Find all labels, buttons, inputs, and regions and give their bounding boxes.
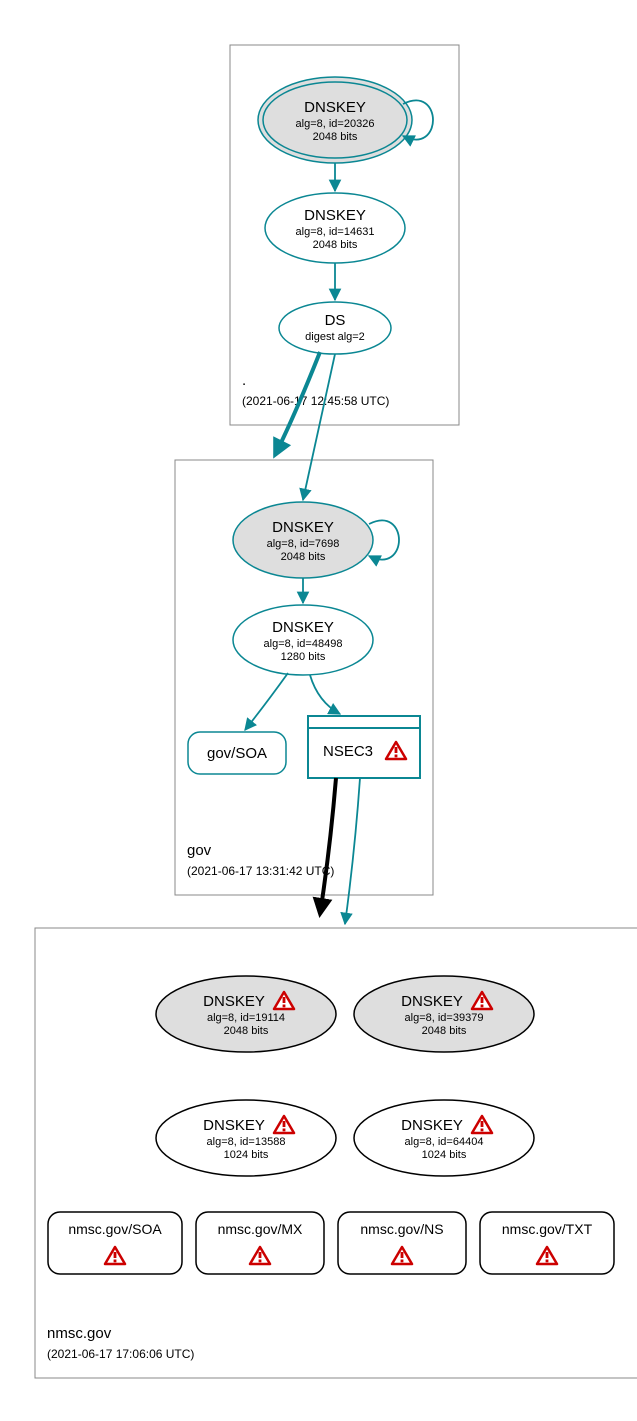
node-nmsc_ksk2: DNSKEY alg=8, id=393792048 bits bbox=[354, 976, 534, 1052]
node-sub1: alg=8, id=20326 bbox=[296, 118, 375, 130]
rect-label: gov/SOA bbox=[207, 745, 267, 762]
rect-nmsc_soa: nmsc.gov/SOA bbox=[48, 1212, 182, 1274]
rect-gov_soa: gov/SOA bbox=[188, 732, 286, 774]
rect-label: nmsc.gov/NS bbox=[360, 1221, 443, 1237]
node-sub1: alg=8, id=7698 bbox=[267, 538, 340, 550]
node-sub1: alg=8, id=64404 bbox=[405, 1136, 484, 1148]
node-title: DNSKEY bbox=[203, 1117, 265, 1134]
node-nmsc_zsk1: DNSKEY alg=8, id=135881024 bits bbox=[156, 1100, 336, 1176]
zone-label: gov bbox=[187, 842, 212, 859]
node-sub1: alg=8, id=48498 bbox=[264, 638, 343, 650]
node-sub2: 2048 bits bbox=[313, 239, 358, 251]
rect-nmsc_ns: nmsc.gov/NS bbox=[338, 1212, 466, 1274]
edge bbox=[345, 778, 360, 924]
node-title: DNSKEY bbox=[203, 993, 265, 1010]
edge bbox=[245, 673, 288, 730]
node-sub2: 2048 bits bbox=[422, 1025, 467, 1037]
node-sub2: 2048 bits bbox=[224, 1025, 269, 1037]
node-title: DNSKEY bbox=[272, 519, 334, 536]
node-title: DNSKEY bbox=[304, 99, 366, 116]
node-sub2: 2048 bits bbox=[281, 551, 326, 563]
node-sub2: 1024 bits bbox=[422, 1149, 467, 1161]
rect-label: NSEC3 bbox=[323, 743, 373, 760]
node-sub1: alg=8, id=14631 bbox=[296, 226, 375, 238]
zone-timestamp: (2021-06-17 12:45:58 UTC) bbox=[242, 394, 389, 408]
node-nmsc_ksk1: DNSKEY alg=8, id=191142048 bits bbox=[156, 976, 336, 1052]
edge bbox=[320, 778, 336, 914]
edge bbox=[303, 354, 335, 500]
node-title: DNSKEY bbox=[272, 619, 334, 636]
rect-nmsc_mx: nmsc.gov/MX bbox=[196, 1212, 324, 1274]
node-sub2: 1280 bits bbox=[281, 651, 326, 663]
node-nmsc_zsk2: DNSKEY alg=8, id=644041024 bits bbox=[354, 1100, 534, 1176]
rect-nmsc_txt: nmsc.gov/TXT bbox=[480, 1212, 614, 1274]
rect-label: nmsc.gov/MX bbox=[218, 1221, 303, 1237]
rect-label: nmsc.gov/TXT bbox=[502, 1221, 593, 1237]
node-gov_ksk: DNSKEY alg=8, id=76982048 bits bbox=[233, 502, 373, 578]
zone-timestamp: (2021-06-17 17:06:06 UTC) bbox=[47, 1347, 194, 1361]
zone-label: nmsc.gov bbox=[47, 1325, 112, 1342]
node-root_ksk: DNSKEY alg=8, id=203262048 bits bbox=[258, 77, 412, 163]
node-sub1: digest alg=2 bbox=[305, 331, 365, 343]
node-sub2: 1024 bits bbox=[224, 1149, 269, 1161]
node-sub1: alg=8, id=19114 bbox=[207, 1012, 285, 1024]
node-title: DS bbox=[325, 312, 346, 329]
rect-gov_nsec3: NSEC3 bbox=[308, 716, 420, 778]
node-title: DNSKEY bbox=[401, 1117, 463, 1134]
node-gov_zsk: DNSKEY alg=8, id=484981280 bits bbox=[233, 605, 373, 675]
node-title: DNSKEY bbox=[304, 207, 366, 224]
node-title: DNSKEY bbox=[401, 993, 463, 1010]
node-sub2: 2048 bits bbox=[313, 131, 358, 143]
edge bbox=[310, 675, 340, 714]
node-sub1: alg=8, id=39379 bbox=[405, 1012, 484, 1024]
zone-nmsc: nmsc.gov (2021-06-17 17:06:06 UTC) bbox=[35, 928, 637, 1378]
rect-label: nmsc.gov/SOA bbox=[68, 1221, 162, 1237]
node-sub1: alg=8, id=13588 bbox=[207, 1136, 286, 1148]
node-root_ds: DS digest alg=2 bbox=[279, 302, 391, 354]
zone-timestamp: (2021-06-17 13:31:42 UTC) bbox=[187, 864, 334, 878]
dnssec-diagram: . (2021-06-17 12:45:58 UTC) gov (2021-06-17… bbox=[20, 20, 637, 1401]
zone-label: . bbox=[242, 372, 246, 389]
node-root_zsk: DNSKEY alg=8, id=146312048 bits bbox=[265, 193, 405, 263]
